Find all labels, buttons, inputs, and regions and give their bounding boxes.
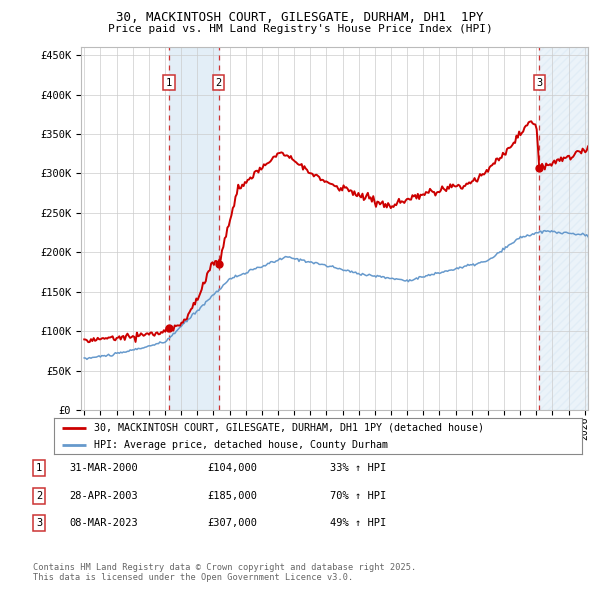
Text: 70% ↑ HPI: 70% ↑ HPI [330,491,386,500]
Text: HPI: Average price, detached house, County Durham: HPI: Average price, detached house, Coun… [94,440,388,450]
Text: 30, MACKINTOSH COURT, GILESGATE, DURHAM, DH1  1PY: 30, MACKINTOSH COURT, GILESGATE, DURHAM,… [116,11,484,24]
Text: £307,000: £307,000 [207,519,257,528]
Text: 1: 1 [36,463,42,473]
Text: 2: 2 [36,491,42,500]
Text: 08-MAR-2023: 08-MAR-2023 [69,519,138,528]
Bar [539,47,588,410]
Text: 28-APR-2003: 28-APR-2003 [69,491,138,500]
Text: 2: 2 [215,78,221,88]
Text: 3: 3 [36,519,42,528]
Text: £104,000: £104,000 [207,463,257,473]
Text: 49% ↑ HPI: 49% ↑ HPI [330,519,386,528]
Text: £185,000: £185,000 [207,491,257,500]
Text: 33% ↑ HPI: 33% ↑ HPI [330,463,386,473]
Text: 1: 1 [166,78,172,88]
Text: 31-MAR-2000: 31-MAR-2000 [69,463,138,473]
Bar [169,47,218,410]
Text: Contains HM Land Registry data © Crown copyright and database right 2025.
This d: Contains HM Land Registry data © Crown c… [33,563,416,582]
Text: Price paid vs. HM Land Registry's House Price Index (HPI): Price paid vs. HM Land Registry's House … [107,24,493,34]
Text: 3: 3 [536,78,542,88]
Text: 30, MACKINTOSH COURT, GILESGATE, DURHAM, DH1 1PY (detached house): 30, MACKINTOSH COURT, GILESGATE, DURHAM,… [94,423,484,433]
